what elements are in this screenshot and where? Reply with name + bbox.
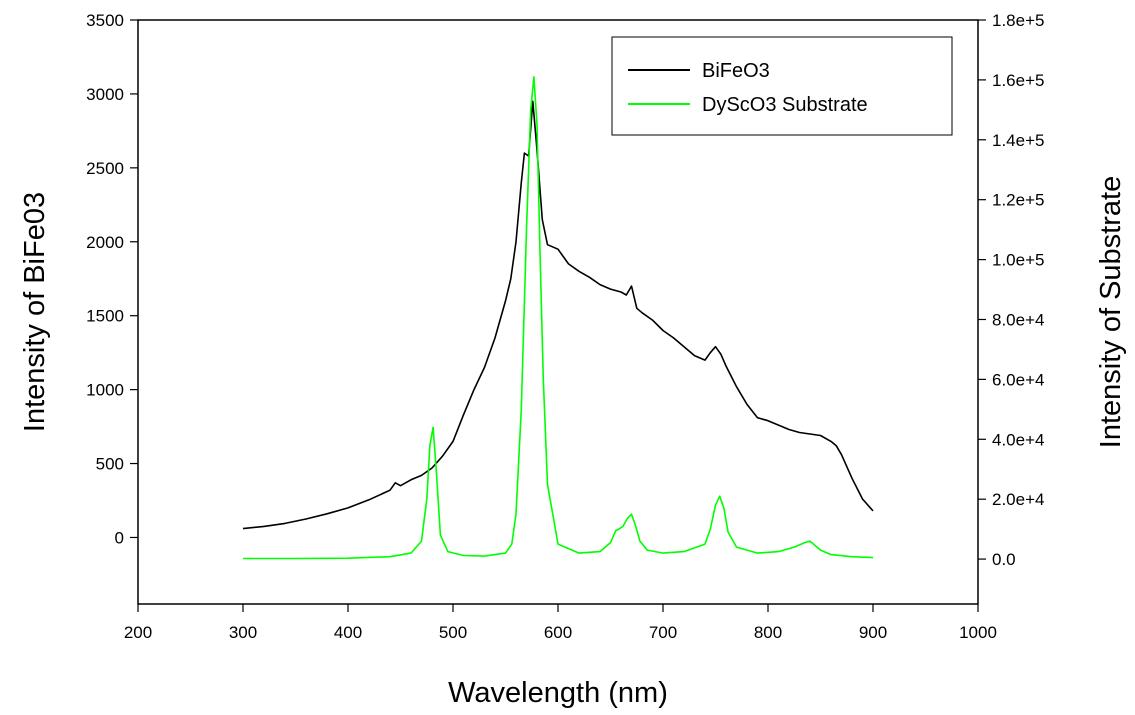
series-line-1 <box>243 76 874 560</box>
x-tick-label: 500 <box>439 623 467 642</box>
legend: BiFeO3 DyScO3 Substrate <box>611 36 953 136</box>
legend-label-dysco3: DyScO3 Substrate <box>702 94 868 116</box>
left-y-tick-label: 0 <box>115 528 124 547</box>
right-y-tick-label: 8.0e+4 <box>992 310 1044 329</box>
left-y-tick-label: 1500 <box>86 307 124 326</box>
left-y-tick-label: 3000 <box>86 85 124 104</box>
left-y-tick-label: 2500 <box>86 159 124 178</box>
x-tick-label: 900 <box>859 623 887 642</box>
right-y-axis: 0.0 2.0e+4 4.0e+4 6.0e+4 8.0e+4 1.0e+5 1.2e+5 1… <box>978 11 1044 569</box>
x-tick-label: 700 <box>649 623 677 642</box>
right-y-tick-label: 4.0e+4 <box>992 430 1044 449</box>
x-axis-title: Wavelength (nm) <box>448 677 668 709</box>
right-y-tick-label: 1.6e+5 <box>992 71 1044 90</box>
left-y-tick-label: 2000 <box>86 233 124 252</box>
legend-box <box>611 36 953 136</box>
legend-label-bifeo3: BiFeO3 <box>702 60 770 82</box>
right-y-tick-label: 1.0e+5 <box>992 251 1044 270</box>
x-tick-label: 200 <box>124 623 152 642</box>
right-y-tick-label: 1.2e+5 <box>992 191 1044 210</box>
right-y-tick-label: 2.0e+4 <box>992 490 1044 509</box>
x-tick-label: 400 <box>334 623 362 642</box>
x-tick-label: 800 <box>754 623 782 642</box>
left-y-tick-label: 500 <box>96 455 124 474</box>
left-y-tick-label: 3500 <box>86 11 124 30</box>
right-y-tick-label: 6.0e+4 <box>992 370 1044 389</box>
x-axis: 200 300 400 500 600 700 800 900 1000 <box>124 604 997 642</box>
left-y-axis-title: Intensity of BiFe03 <box>19 192 51 432</box>
right-y-axis-title: Intensity of Substrate <box>1095 176 1127 448</box>
right-y-tick-label: 0.0 <box>992 550 1016 569</box>
series-line-0 <box>242 100 874 530</box>
left-y-tick-label: 1000 <box>86 381 124 400</box>
left-y-axis: 0 500 1000 1500 2000 2500 3000 3500 <box>86 11 138 547</box>
x-tick-label: 600 <box>544 623 572 642</box>
x-tick-label: 1000 <box>959 623 997 642</box>
x-tick-label: 300 <box>229 623 257 642</box>
right-y-tick-label: 1.8e+5 <box>992 11 1044 30</box>
series-layer <box>242 76 874 560</box>
right-y-tick-label: 1.4e+5 <box>992 131 1044 150</box>
